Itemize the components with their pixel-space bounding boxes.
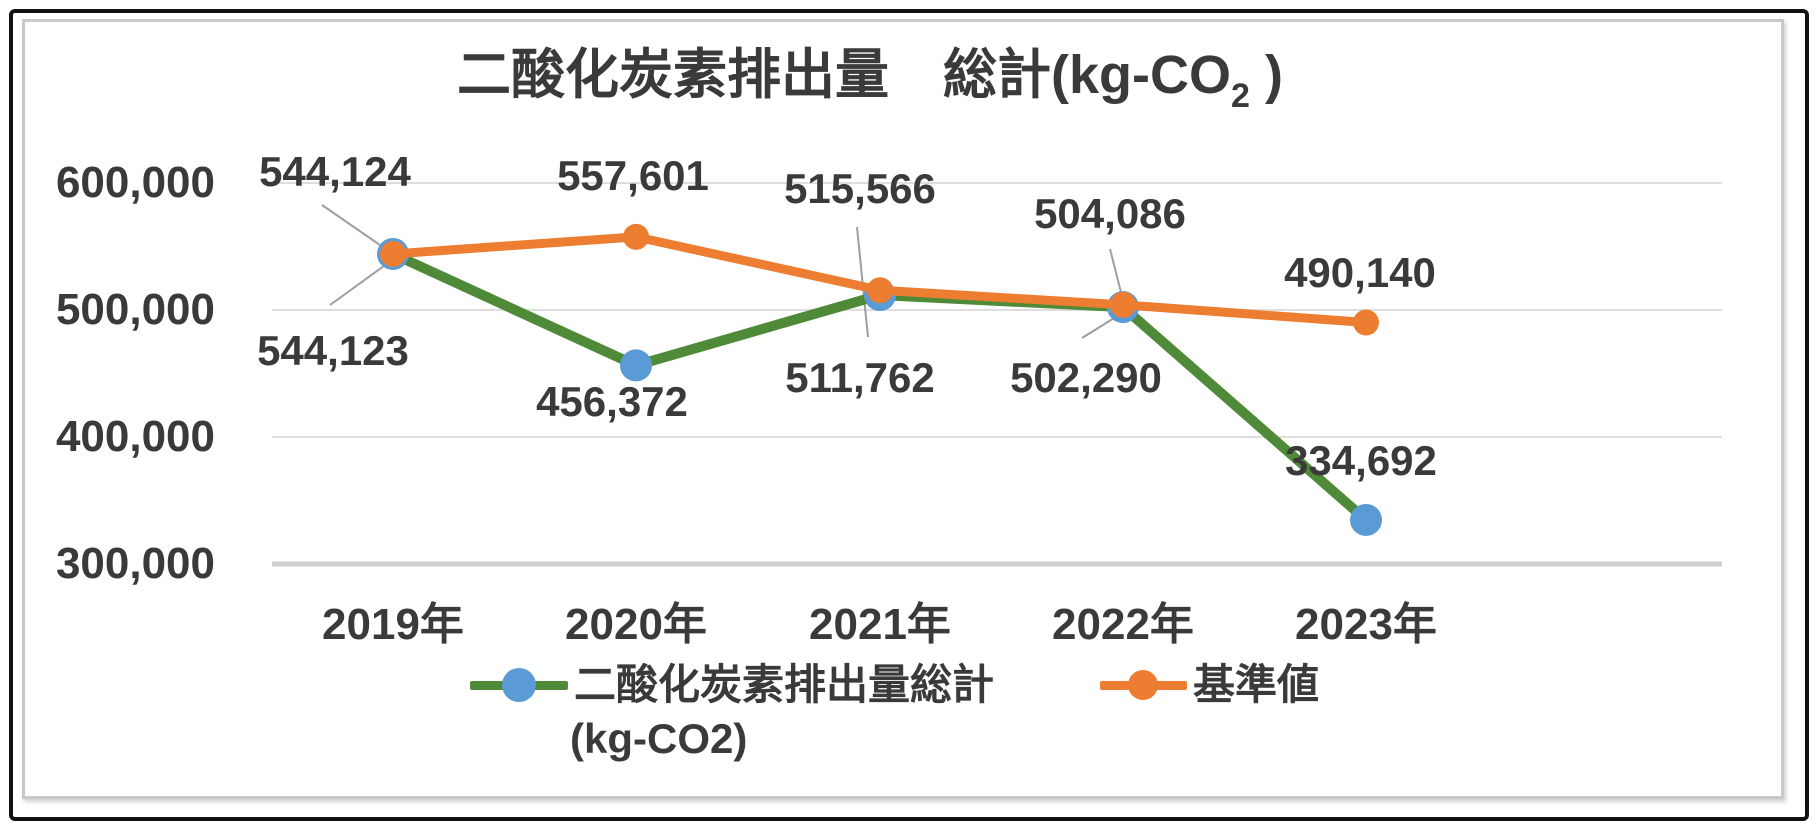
chart-object-border [22,19,1784,799]
legend-series2-label: 基準値 [1193,661,1320,708]
legend-series1-marker-icon [502,668,536,702]
data-label: 502,290 [1010,354,1162,402]
chart-title: 二酸化炭素排出量 総計(kg-CO2 ) [0,40,1740,115]
data-label: 511,762 [785,354,935,402]
data-label: 456,372 [536,378,688,426]
y-axis-tick-label: 300,000 [55,539,215,588]
data-label: 515,566 [784,165,936,213]
outer-black-frame [9,9,1809,821]
y-axis-tick-label: 500,000 [55,285,215,334]
data-label: 490,140 [1284,248,1436,296]
x-axis-tick-label: 2021年 [809,600,951,649]
x-axis-tick-label: 2020年 [565,600,707,649]
x-axis-tick-label: 2023年 [1295,600,1437,649]
legend-series1-label-line1: 二酸化炭素排出量総計 [574,661,995,708]
data-label: 544,123 [257,326,409,374]
chart-title-subscript: 2 [1231,77,1250,115]
data-label: 334,692 [1285,436,1437,484]
legend-series1-label-line2: (kg-CO2) [570,715,748,762]
data-label: 504,086 [1034,189,1186,237]
y-axis-tick-label: 400,000 [55,412,215,461]
x-axis-tick-label: 2019年 [322,600,464,649]
chart-title-suffix: ) [1249,45,1283,105]
y-axis-tick-label: 600,000 [55,158,215,207]
data-label: 557,601 [557,151,709,199]
legend-series2-marker-icon [1128,670,1158,700]
chart-title-main: 二酸化炭素排出量 総計(kg-CO [457,45,1232,105]
x-axis-tick-label: 2022年 [1052,600,1194,649]
data-label: 544,124 [259,147,411,195]
